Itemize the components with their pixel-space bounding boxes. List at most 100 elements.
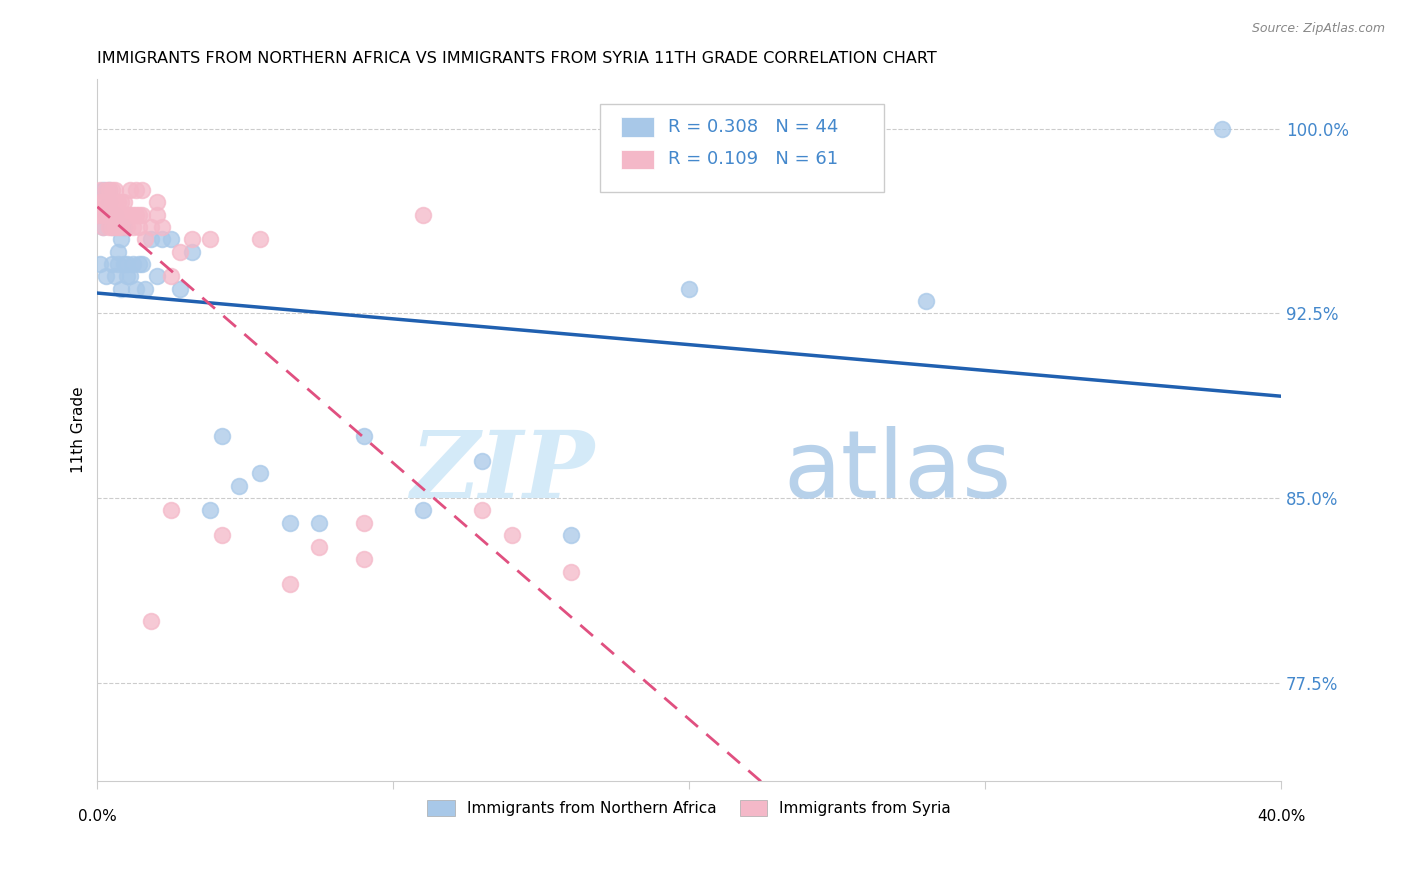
Point [115, 269, 138, 284]
Point [121, 220, 143, 235]
Text: R = 0.308   N = 44: R = 0.308 N = 44 [668, 118, 838, 136]
Point [128, 208, 150, 222]
Point [101, 220, 124, 235]
Point [412, 503, 434, 517]
Point [131, 257, 153, 271]
Point [412, 208, 434, 222]
Point [198, 232, 221, 246]
FancyBboxPatch shape [620, 150, 654, 169]
Point [249, 467, 271, 481]
Point [125, 183, 148, 197]
Point [139, 220, 162, 235]
Point [134, 232, 156, 246]
Point [98, 195, 121, 210]
Point [104, 208, 127, 222]
Point [160, 232, 183, 246]
Point [131, 183, 153, 197]
Point [101, 208, 124, 222]
Point [125, 208, 148, 222]
Point [152, 220, 174, 235]
Point [118, 183, 141, 197]
Point [118, 208, 141, 222]
Point [915, 293, 938, 308]
Legend: Immigrants from Northern Africa, Immigrants from Syria: Immigrants from Northern Africa, Immigra… [422, 794, 957, 822]
Point [308, 540, 330, 554]
Point [98, 208, 121, 222]
Point [152, 232, 174, 246]
Point [145, 208, 167, 222]
Point [181, 244, 204, 259]
Point [560, 565, 582, 579]
Point [96, 269, 118, 284]
Point [353, 552, 375, 566]
Point [89, 257, 111, 271]
Point [110, 195, 132, 210]
Text: IMMIGRANTS FROM NORTHERN AFRICA VS IMMIGRANTS FROM SYRIA 11TH GRADE CORRELATION : IMMIGRANTS FROM NORTHERN AFRICA VS IMMIG… [97, 51, 938, 66]
Point [96, 183, 118, 197]
Point [145, 269, 167, 284]
Point [560, 528, 582, 542]
Point [91, 208, 114, 222]
Point [125, 282, 148, 296]
Point [107, 195, 129, 210]
Point [211, 528, 233, 542]
Point [112, 208, 135, 222]
Point [181, 232, 204, 246]
Point [107, 220, 129, 235]
Point [101, 220, 124, 235]
Point [211, 429, 233, 443]
Point [89, 183, 111, 197]
Text: atlas: atlas [783, 426, 1012, 518]
Point [104, 220, 127, 235]
Point [110, 282, 132, 296]
Point [471, 454, 494, 468]
Point [107, 257, 129, 271]
Point [98, 220, 121, 235]
Point [96, 208, 118, 222]
Text: Source: ZipAtlas.com: Source: ZipAtlas.com [1251, 22, 1385, 36]
Point [110, 232, 132, 246]
Point [89, 208, 111, 222]
Point [228, 478, 250, 492]
Point [139, 232, 162, 246]
Point [96, 195, 118, 210]
Point [101, 257, 124, 271]
Point [121, 257, 143, 271]
Point [471, 503, 494, 517]
Point [115, 257, 138, 271]
FancyBboxPatch shape [600, 103, 884, 192]
Point [160, 503, 183, 517]
Point [134, 282, 156, 296]
Point [249, 232, 271, 246]
Point [121, 208, 143, 222]
Point [104, 208, 127, 222]
Point [101, 183, 124, 197]
Point [91, 183, 114, 197]
Point [1211, 121, 1233, 136]
Text: 40.0%: 40.0% [1257, 809, 1305, 824]
Point [131, 208, 153, 222]
Point [169, 282, 191, 296]
Point [278, 577, 301, 591]
Point [353, 516, 375, 530]
Point [89, 195, 111, 210]
Point [91, 220, 114, 235]
Point [169, 244, 191, 259]
Point [112, 195, 135, 210]
FancyBboxPatch shape [620, 117, 654, 136]
Point [110, 220, 132, 235]
Point [104, 195, 127, 210]
Point [145, 195, 167, 210]
Point [98, 183, 121, 197]
Point [128, 257, 150, 271]
Point [112, 257, 135, 271]
Y-axis label: 11th Grade: 11th Grade [72, 387, 86, 474]
Text: ZIP: ZIP [411, 427, 595, 517]
Point [501, 528, 523, 542]
Point [91, 220, 114, 235]
Point [107, 208, 129, 222]
Point [128, 220, 150, 235]
Point [198, 503, 221, 517]
Point [96, 208, 118, 222]
Text: 0.0%: 0.0% [77, 809, 117, 824]
